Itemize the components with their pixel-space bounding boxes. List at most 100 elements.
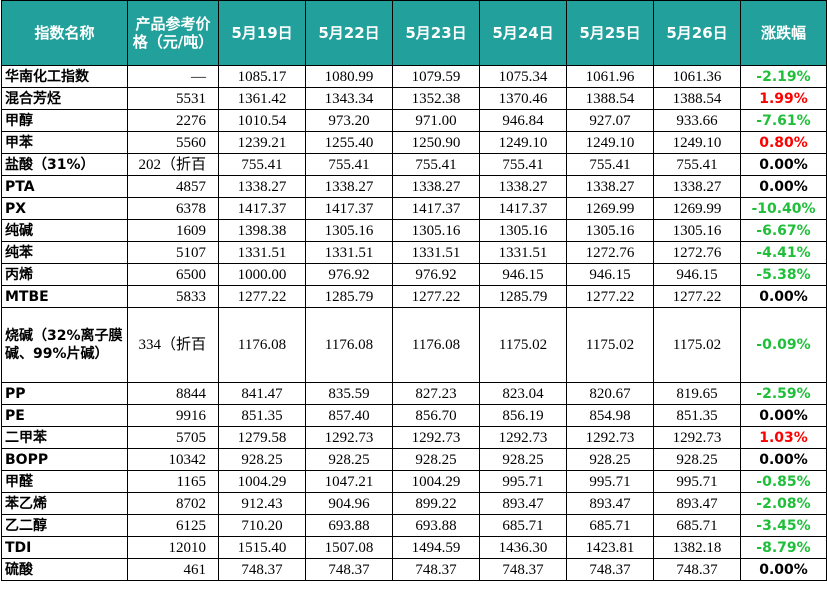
reference-price: 8844 <box>127 382 219 405</box>
index-value: 928.25 <box>479 448 567 471</box>
index-value: 971.00 <box>392 109 480 132</box>
index-value: 1175.02 <box>479 307 567 383</box>
index-value: 995.71 <box>479 470 567 493</box>
index-value: 1061.36 <box>653 65 741 88</box>
index-value: 1250.90 <box>392 131 480 154</box>
index-value: 904.96 <box>305 492 393 515</box>
table-row: 烧碱（32%离子膜碱、99%片碱） 334（折百 1176.08 1176.08 117… <box>1 307 827 383</box>
table-row: TDI 12010 1515.40 1507.08 1494.59 1436.30 1423… <box>1 536 827 559</box>
change-cell: 1.99% <box>740 87 827 110</box>
index-value: 755.41 <box>305 153 393 176</box>
index-value: 893.47 <box>653 492 741 515</box>
index-value: 973.20 <box>305 109 393 132</box>
index-value: 856.70 <box>392 404 480 427</box>
header-cell: 产品参考价格（元/吨） <box>127 0 219 66</box>
index-value: 1239.21 <box>218 131 306 154</box>
index-value: 823.04 <box>479 382 567 405</box>
index-value: 1269.99 <box>653 197 741 220</box>
index-value: 1305.16 <box>305 219 393 242</box>
index-name: 甲醇 <box>1 109 128 132</box>
index-value: 748.37 <box>218 558 306 581</box>
change-cell: -8.79% <box>740 536 827 559</box>
index-value: 755.41 <box>653 153 741 176</box>
table-row: 硫酸 461 748.37 748.37 748.37 748.37 748.37 748.3… <box>1 558 827 581</box>
index-value: 1277.22 <box>566 285 654 308</box>
index-value: 928.25 <box>218 448 306 471</box>
index-value: 1388.54 <box>566 87 654 110</box>
header-cell: 5月24日 <box>479 0 567 66</box>
index-name: PP <box>1 382 128 405</box>
index-value: 1292.73 <box>392 426 480 449</box>
index-name: 纯碱 <box>1 219 128 242</box>
index-name: 苯乙烯 <box>1 492 128 515</box>
change-cell: -3.45% <box>740 514 827 537</box>
index-value: 1249.10 <box>653 131 741 154</box>
index-value: 1176.08 <box>218 307 306 383</box>
index-name: PX <box>1 197 128 220</box>
index-value: 995.71 <box>566 470 654 493</box>
index-value: 1010.54 <box>218 109 306 132</box>
index-value: 1292.73 <box>305 426 393 449</box>
index-value: 1331.51 <box>479 241 567 264</box>
index-value: 1398.38 <box>218 219 306 242</box>
reference-price: 8702 <box>127 492 219 515</box>
index-value: 976.92 <box>392 263 480 286</box>
index-name: 纯苯 <box>1 241 128 264</box>
change-cell: -5.38% <box>740 263 827 286</box>
change-cell: -2.59% <box>740 382 827 405</box>
index-value: 1338.27 <box>218 175 306 198</box>
reference-price: 334（折百 <box>127 307 219 383</box>
change-cell: 0.00% <box>740 285 827 308</box>
index-value: 685.71 <box>479 514 567 537</box>
index-value: 693.88 <box>305 514 393 537</box>
index-value: 1361.42 <box>218 87 306 110</box>
header-cell: 5月25日 <box>566 0 654 66</box>
index-value: 1417.37 <box>479 197 567 220</box>
index-name: TDI <box>1 536 128 559</box>
change-cell: 0.00% <box>740 153 827 176</box>
index-value: 1004.29 <box>392 470 480 493</box>
table-row: PE 9916 851.35 857.40 856.70 856.19 854.98 851.… <box>1 404 827 427</box>
reference-price: 5107 <box>127 241 219 264</box>
index-value: 1305.16 <box>479 219 567 242</box>
index-name: 华南化工指数 <box>1 65 128 88</box>
index-value: 748.37 <box>305 558 393 581</box>
header-cell: 5月19日 <box>218 0 306 66</box>
change-cell: 0.00% <box>740 558 827 581</box>
index-value: 1080.99 <box>305 65 393 88</box>
table-row: 纯碱 1609 1398.38 1305.16 1305.16 1305.16 1305.1… <box>1 219 827 242</box>
index-value: 1047.21 <box>305 470 393 493</box>
index-value: 928.25 <box>566 448 654 471</box>
index-value: 1292.73 <box>566 426 654 449</box>
index-value: 1338.27 <box>392 175 480 198</box>
table-body: 华南化工指数 —1085.17 1080.99 1079.59 1075.34 1061.… <box>1 65 827 581</box>
header-cell: 指数名称 <box>1 0 128 66</box>
index-value: 1417.37 <box>305 197 393 220</box>
index-value: 927.07 <box>566 109 654 132</box>
reference-price: 10342 <box>127 448 219 471</box>
index-name: 乙二醇 <box>1 514 128 537</box>
index-value: 835.59 <box>305 382 393 405</box>
index-value: 1285.79 <box>305 285 393 308</box>
change-cell: 0.00% <box>740 448 827 471</box>
index-name: BOPP <box>1 448 128 471</box>
index-value: 946.15 <box>479 263 567 286</box>
index-value: 820.67 <box>566 382 654 405</box>
index-value: 928.25 <box>653 448 741 471</box>
change-cell: 1.03% <box>740 426 827 449</box>
index-value: 1388.54 <box>653 87 741 110</box>
index-value: 893.47 <box>566 492 654 515</box>
index-value: 1277.22 <box>392 285 480 308</box>
index-value: 748.37 <box>479 558 567 581</box>
table-row: 甲醇 2276 1010.54 973.20 971.00 946.84 927.07 933… <box>1 109 827 132</box>
table-row: PP 8844 841.47 835.59 827.23 823.04 820.67 819.… <box>1 382 827 405</box>
index-value: 1272.76 <box>653 241 741 264</box>
index-value: 685.71 <box>653 514 741 537</box>
table-row: 乙二醇 6125 710.20 693.88 693.88 685.71 685.71 685… <box>1 514 827 537</box>
index-value: 748.37 <box>653 558 741 581</box>
index-value: 851.35 <box>653 404 741 427</box>
index-value: 1292.73 <box>653 426 741 449</box>
reference-price: 1165 <box>127 470 219 493</box>
header-cell: 5月23日 <box>392 0 480 66</box>
